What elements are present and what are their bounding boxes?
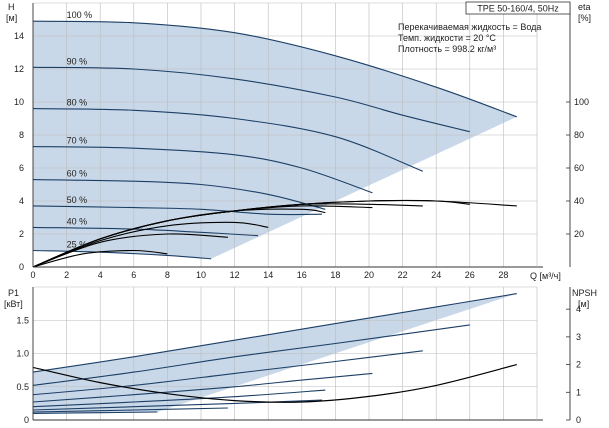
power-curve — [32, 324, 470, 386]
flow-axis-label: Q [м³/ч] — [530, 271, 561, 281]
flow-tick-label: 18 — [330, 270, 340, 280]
fluid-info: Перекачиваемая жидкость = Вода — [398, 22, 541, 32]
npsh-tick-label: 3 — [576, 332, 581, 342]
power-tick-label: 1.0 — [16, 349, 29, 359]
head-curve-label: 25 % — [67, 240, 88, 250]
power-axis-unit: [кВт] — [4, 299, 23, 309]
flow-tick-label: 10 — [196, 270, 206, 280]
head-tick-label: 8 — [19, 130, 24, 140]
npsh-tick-label: 4 — [576, 304, 581, 314]
flow-tick-label: 26 — [465, 270, 475, 280]
power-curves — [32, 293, 517, 414]
eta-tick-label: 100 — [574, 97, 589, 107]
flow-tick-label: 6 — [131, 270, 136, 280]
eta-axis-label: eta — [578, 2, 591, 12]
eta-tick-label: 20 — [574, 229, 584, 239]
npsh-tick-label: 0 — [576, 415, 581, 425]
flow-tick-label: 24 — [431, 270, 441, 280]
eta-tick-label: 60 — [574, 163, 584, 173]
chart-title: TPE 50-160/4, 50Hz — [477, 4, 559, 14]
flow-tick-label: 22 — [398, 270, 408, 280]
head-tick-label: 2 — [19, 229, 24, 239]
head-curve — [32, 146, 373, 194]
efficiency-curve — [32, 221, 269, 268]
power-tick-label: 0 — [24, 415, 29, 425]
power-curve — [32, 293, 517, 373]
head-area-fill — [33, 21, 517, 259]
head-curve-label: 100 % — [67, 10, 93, 20]
flow-tick-label: 2 — [64, 270, 69, 280]
flow-tick-label: 16 — [297, 270, 307, 280]
head-operating-area — [33, 21, 517, 259]
head-tick-label: 0 — [19, 262, 24, 272]
head-curve-label: 40 % — [67, 216, 88, 226]
npsh-axis-label: NPSH — [572, 288, 597, 298]
head-tick-label: 6 — [19, 163, 24, 173]
head-curve — [32, 66, 470, 133]
flow-tick-label: 0 — [30, 270, 35, 280]
title-box — [465, 1, 571, 15]
power-curve — [32, 372, 373, 403]
head-grid — [33, 2, 537, 267]
power-axis-label: P1 — [8, 288, 19, 298]
head-curve — [32, 179, 326, 210]
efficiency-curve — [32, 208, 326, 268]
power-curve — [32, 389, 326, 408]
head-curve — [32, 20, 517, 118]
power-curve — [32, 407, 228, 413]
head-tick-label: 4 — [19, 196, 24, 206]
head-curves — [32, 20, 517, 260]
power-tick-label: 0.5 — [16, 382, 29, 392]
npsh-tick-label: 1 — [576, 387, 581, 397]
head-curve — [32, 205, 323, 216]
head-axis-label: H — [8, 2, 15, 12]
flow-tick-label: 28 — [498, 270, 508, 280]
power-curve — [32, 350, 423, 396]
head-curve — [32, 108, 424, 172]
head-curve-label: 60 % — [67, 169, 88, 179]
power-axes: 0 0.5 1.0 1.5 0 1 2 3 4 — [16, 287, 581, 425]
head-curve-label: 90 % — [67, 56, 88, 66]
head-axis-unit: [м] — [6, 13, 17, 23]
flow-tick-label: 8 — [165, 270, 170, 280]
npsh-line — [32, 364, 517, 403]
head-curve — [32, 226, 259, 237]
head-tick-label: 10 — [14, 97, 24, 107]
eta-tick-label: 40 — [574, 196, 584, 206]
efficiency-curve — [32, 249, 168, 268]
head-tick-label: 12 — [14, 64, 24, 74]
head-curve-label: 80 % — [67, 98, 88, 108]
head-curve — [32, 249, 212, 260]
power-curve — [32, 411, 158, 414]
flow-tick-label: 20 — [364, 270, 374, 280]
head-curve-label: 70 % — [67, 136, 88, 146]
flow-tick-label: 12 — [230, 270, 240, 280]
npsh-tick-label: 2 — [576, 360, 581, 370]
head-tick-label: 14 — [14, 31, 24, 41]
eta-axis-unit: [%] — [578, 13, 591, 23]
flow-tick-label: 14 — [263, 270, 273, 280]
flow-tick-label: 4 — [98, 270, 103, 280]
npsh-axis-unit: [м] — [578, 299, 589, 309]
power-curve — [32, 399, 323, 411]
npsh-curve — [32, 364, 517, 403]
head-curve-label: 50 % — [67, 195, 88, 205]
power-tick-label: 1.5 — [16, 315, 29, 325]
efficiency-curves — [32, 199, 517, 268]
head-axes: 0 2 4 6 8 10 12 14 16 18 20 22 24 26 28024681012142040… — [14, 3, 589, 280]
efficiency-curve — [32, 233, 228, 268]
temperature-info: Темп. жидкости = 20 °C — [398, 33, 496, 43]
power-grid — [33, 286, 537, 420]
head-curve-labels: 100 % 90 % 80 % 70 % 60 % 50 % 40 % 25 % — [67, 10, 93, 249]
density-info: Плотность = 998.2 кг/м³ — [398, 44, 496, 54]
eta-tick-label: 80 — [574, 130, 584, 140]
